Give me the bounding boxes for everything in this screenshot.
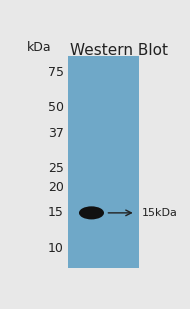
Text: 20: 20	[48, 181, 63, 194]
Text: 75: 75	[48, 66, 63, 78]
Text: 15: 15	[48, 206, 63, 219]
Text: 10: 10	[48, 242, 63, 255]
FancyBboxPatch shape	[68, 56, 139, 268]
Ellipse shape	[79, 206, 104, 219]
Text: kDa: kDa	[27, 41, 51, 54]
Text: Western Blot: Western Blot	[70, 43, 169, 58]
Text: 25: 25	[48, 162, 63, 175]
Text: 37: 37	[48, 127, 63, 140]
Text: 50: 50	[48, 101, 63, 114]
Text: 15kDa: 15kDa	[142, 208, 177, 218]
